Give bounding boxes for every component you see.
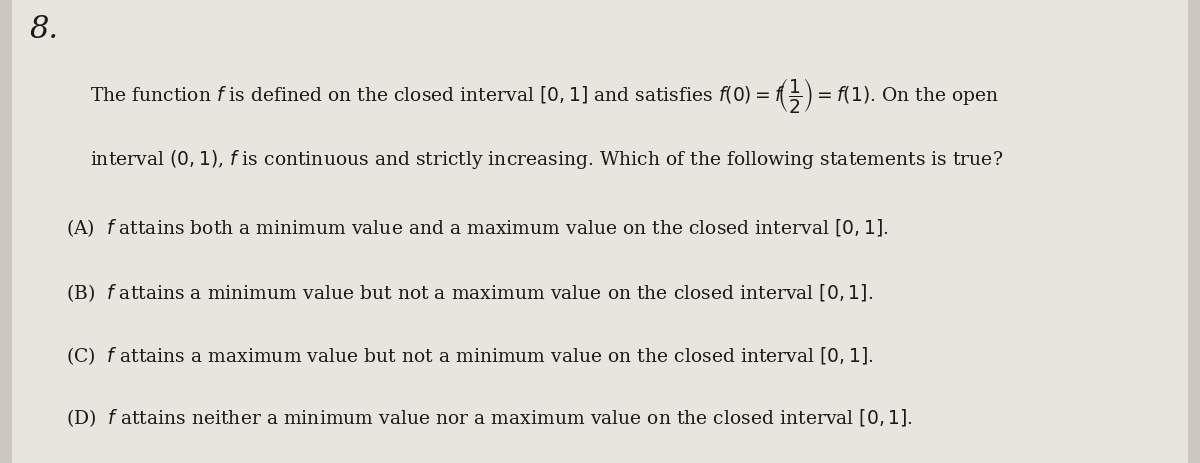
Text: (C)  $f$ attains a maximum value but not a minimum value on the closed interval : (C) $f$ attains a maximum value but not … bbox=[66, 345, 874, 367]
Text: (D)  $f$ attains neither a minimum value nor a maximum value on the closed inter: (D) $f$ attains neither a minimum value … bbox=[66, 407, 913, 429]
Text: The function $f$ is defined on the closed interval $[0, 1]$ and satisfies $f(0) : The function $f$ is defined on the close… bbox=[90, 76, 1000, 115]
Text: (A)  $f$ attains both a minimum value and a maximum value on the closed interval: (A) $f$ attains both a minimum value and… bbox=[66, 218, 888, 239]
Text: 8.: 8. bbox=[30, 14, 59, 45]
Text: interval $(0, 1)$, $f$ is continuous and strictly increasing. Which of the follo: interval $(0, 1)$, $f$ is continuous and… bbox=[90, 148, 1003, 171]
FancyBboxPatch shape bbox=[12, 0, 1188, 463]
Text: (B)  $f$ attains a minimum value but not a maximum value on the closed interval : (B) $f$ attains a minimum value but not … bbox=[66, 282, 874, 304]
